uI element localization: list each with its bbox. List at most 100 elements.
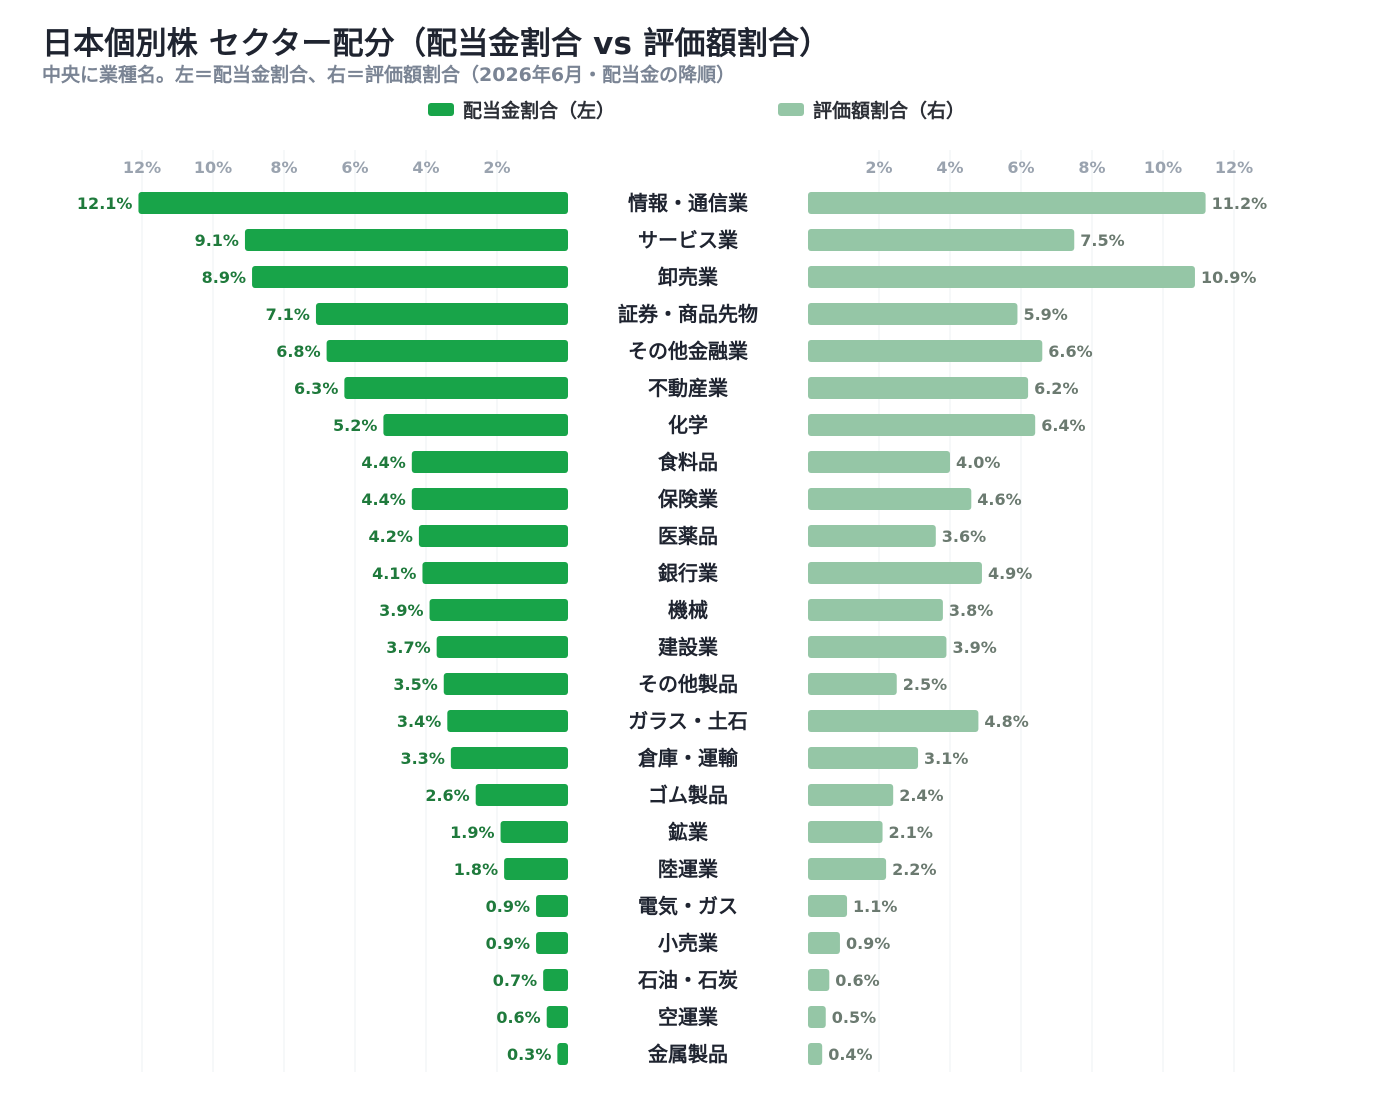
tick-label-right-4: 10% [1144,158,1182,177]
dividend-value-label: 0.9% [486,934,530,953]
valuation-bar [808,784,894,806]
category-label: 食料品 [658,450,718,474]
dividend-value-label: 1.8% [454,860,498,879]
valuation-value-label: 5.9% [1023,305,1067,324]
valuation-bar [808,599,943,621]
dividend-bar [443,673,568,695]
valuation-value-label: 4.0% [956,453,1000,472]
dividend-bar [436,636,568,658]
dividend-value-label: 6.3% [294,379,338,398]
dividend-value-label: 7.1% [266,305,310,324]
legend-item-valuation: 評価額割合（右） [778,96,965,122]
dividend-value-label: 0.9% [486,897,530,916]
valuation-bar [808,303,1018,325]
valuation-bar [808,229,1075,251]
tick-label-left-5: 12% [123,158,161,177]
dividend-value-label: 3.9% [379,601,423,620]
valuation-bar [808,821,883,843]
category-label: 倉庫・運輸 [637,746,739,770]
valuation-bar [808,895,848,917]
valuation-value-label: 2.5% [903,675,947,694]
dividend-bar [383,414,568,436]
legend-swatch-valuation [778,102,804,116]
legend-label-dividend: 配当金割合（左） [463,99,616,122]
valuation-value-label: 0.4% [828,1045,872,1064]
valuation-value-label: 1.1% [853,897,897,916]
valuation-bar [808,266,1195,288]
category-label: 化学 [668,413,708,437]
category-label: 鉱業 [668,820,709,844]
category-label: 証券・商品先物 [618,302,758,326]
dividend-value-label: 4.1% [372,564,416,583]
dividend-value-label: 5.2% [333,416,377,435]
category-label: ガラス・土石 [628,709,748,733]
dividend-bar [536,895,568,917]
valuation-value-label: 0.9% [846,934,890,953]
valuation-value-label: 6.6% [1048,342,1092,361]
tick-label-left-3: 8% [270,158,297,177]
valuation-value-label: 4.8% [984,712,1028,731]
dividend-bar [543,969,568,991]
valuation-bar [808,340,1043,362]
category-label: 陸運業 [658,857,719,881]
dividend-bar [252,266,569,288]
valuation-bar [808,747,919,769]
valuation-bar [808,636,947,658]
chart-subtitle: 中央に業種名。左＝配当金割合、右＝評価額割合（2026年6月・配当金の降順） [42,64,736,86]
valuation-value-label: 11.2% [1212,194,1268,213]
valuation-bar [808,1043,823,1065]
category-label: 金属製品 [647,1042,728,1066]
category-label: 卸売業 [658,265,719,289]
valuation-bar [808,673,897,695]
valuation-bar [808,488,972,510]
valuation-bar [808,192,1206,214]
valuation-value-label: 7.5% [1080,231,1124,250]
valuation-value-label: 2.2% [892,860,936,879]
category-label: その他金融業 [628,339,749,363]
dividend-value-label: 0.6% [496,1008,540,1027]
legend-swatch-dividend [428,102,454,116]
valuation-value-label: 6.4% [1041,416,1085,435]
category-label: 情報・通信業 [628,191,749,215]
dividend-bar [326,340,568,362]
dividend-value-label: 6.8% [276,342,320,361]
dividend-bar [557,1043,568,1065]
dividend-value-label: 4.2% [369,527,413,546]
valuation-value-label: 2.1% [889,823,933,842]
chart-title: 日本個別株 セクター配分（配当金割合 vs 評価額割合） [42,26,831,62]
dividend-value-label: 8.9% [202,268,246,287]
dividend-value-label: 12.1% [77,194,133,213]
dividend-bar [450,747,568,769]
valuation-bar [808,525,936,547]
valuation-bar [808,969,830,991]
valuation-value-label: 10.9% [1201,268,1257,287]
dividend-bar [315,303,568,325]
valuation-value-label: 0.6% [835,971,879,990]
tick-label-right-5: 12% [1215,158,1253,177]
dividend-bar [475,784,568,806]
dividend-value-label: 4.4% [361,490,405,509]
valuation-value-label: 3.6% [942,527,986,546]
category-label: 電気・ガス [638,894,738,918]
valuation-value-label: 3.8% [949,601,993,620]
legend-item-dividend: 配当金割合（左） [428,96,615,122]
valuation-bar [808,414,1036,436]
category-label: 小売業 [658,931,719,955]
valuation-bar [808,932,840,954]
valuation-bar [808,1006,826,1028]
valuation-value-label: 4.6% [977,490,1021,509]
category-label: その他製品 [638,672,738,696]
dividend-bar [344,377,568,399]
valuation-bar [808,451,950,473]
dividend-value-label: 3.7% [386,638,430,657]
dividend-bar [411,451,568,473]
tick-label-right-1: 4% [936,158,963,177]
dividend-value-label: 9.1% [195,231,239,250]
valuation-value-label: 3.1% [924,749,968,768]
tick-label-left-1: 4% [412,158,439,177]
tick-label-left-2: 6% [341,158,368,177]
dividend-value-label: 3.5% [393,675,437,694]
dividend-value-label: 0.3% [507,1045,551,1064]
valuation-value-label: 3.9% [952,638,996,657]
